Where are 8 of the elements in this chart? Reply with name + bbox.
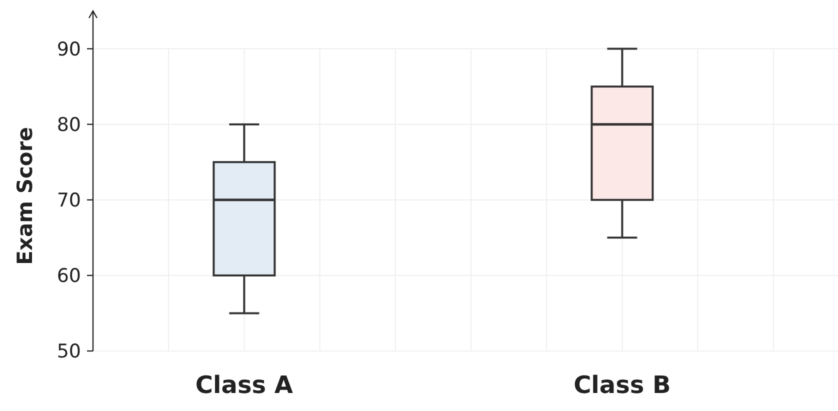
- x-tick-label: Class B: [574, 371, 671, 399]
- y-tick-label: 60: [56, 265, 81, 288]
- y-tick-label: 50: [56, 340, 81, 363]
- y-axis-title: Exam Score: [13, 127, 37, 265]
- y-tick-label: 80: [56, 114, 81, 136]
- x-tick-label: Class A: [195, 371, 294, 399]
- y-tick-label: 70: [56, 190, 81, 212]
- y-tick-label: 90: [56, 38, 81, 60]
